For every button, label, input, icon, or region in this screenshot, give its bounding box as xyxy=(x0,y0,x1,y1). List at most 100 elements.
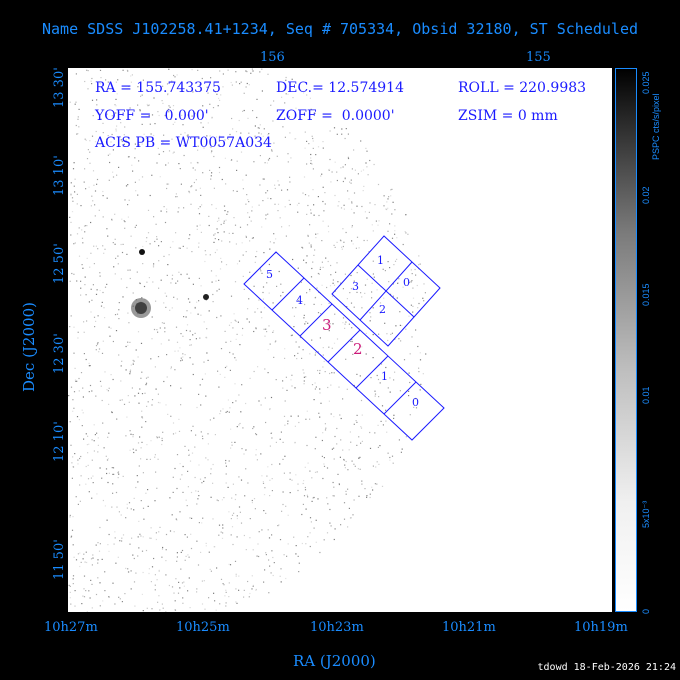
noise-pixel xyxy=(298,562,300,564)
noise-pixel xyxy=(344,323,346,325)
noise-pixel xyxy=(295,553,297,555)
noise-pixel xyxy=(75,559,78,561)
noise-pixel xyxy=(163,255,165,257)
noise-pixel xyxy=(277,180,279,182)
noise-pixel xyxy=(225,264,228,266)
noise-pixel xyxy=(198,495,200,497)
noise-pixel xyxy=(279,575,281,577)
noise-pixel xyxy=(218,217,220,219)
noise-pixel xyxy=(302,482,304,485)
noise-pixel xyxy=(326,532,329,534)
noise-pixel xyxy=(260,133,262,135)
noise-pixel xyxy=(199,224,201,226)
noise-pixel xyxy=(78,255,81,257)
noise-pixel xyxy=(259,155,261,157)
noise-pixel xyxy=(92,475,94,477)
noise-pixel xyxy=(123,403,126,405)
noise-pixel xyxy=(258,299,260,301)
noise-pixel xyxy=(162,607,164,609)
noise-pixel xyxy=(330,264,332,267)
noise-pixel xyxy=(190,186,192,188)
noise-pixel xyxy=(281,226,283,228)
noise-pixel xyxy=(171,586,174,588)
noise-pixel xyxy=(198,242,200,244)
noise-pixel xyxy=(301,513,303,516)
noise-pixel xyxy=(315,154,317,156)
noise-pixel xyxy=(188,577,190,579)
noise-pixel xyxy=(410,304,412,306)
noise-pixel xyxy=(179,587,181,589)
noise-pixel xyxy=(72,399,74,401)
noise-pixel xyxy=(149,194,151,197)
noise-pixel xyxy=(108,432,110,434)
noise-pixel xyxy=(377,378,380,381)
noise-pixel xyxy=(360,399,363,402)
noise-pixel xyxy=(72,200,74,202)
noise-pixel xyxy=(379,302,382,304)
noise-pixel xyxy=(399,324,401,326)
noise-pixel xyxy=(82,396,84,398)
noise-pixel xyxy=(77,463,79,465)
noise-pixel xyxy=(310,521,312,523)
noise-pixel xyxy=(203,321,205,323)
noise-pixel xyxy=(327,260,329,263)
noise-pixel xyxy=(182,465,184,468)
noise-pixel xyxy=(386,333,388,335)
noise-pixel xyxy=(217,500,219,502)
noise-pixel xyxy=(246,82,248,85)
noise-pixel xyxy=(135,224,137,226)
noise-pixel xyxy=(235,71,237,73)
noise-pixel xyxy=(287,161,289,163)
noise-pixel xyxy=(305,418,307,420)
noise-pixel xyxy=(344,177,346,179)
noise-pixel xyxy=(202,126,204,128)
noise-pixel xyxy=(191,517,193,519)
noise-pixel xyxy=(279,539,282,541)
noise-pixel xyxy=(189,357,191,359)
noise-pixel xyxy=(83,181,85,183)
noise-pixel xyxy=(274,184,276,186)
noise-pixel xyxy=(162,151,165,153)
noise-pixel xyxy=(93,440,95,442)
noise-pixel xyxy=(309,545,311,548)
noise-pixel xyxy=(272,556,274,559)
noise-pixel xyxy=(157,458,159,460)
noise-pixel xyxy=(302,192,304,194)
noise-pixel xyxy=(405,328,407,330)
noise-pixel xyxy=(154,240,156,243)
noise-pixel xyxy=(252,70,254,72)
noise-pixel xyxy=(314,112,316,114)
noise-pixel xyxy=(96,178,99,181)
noise-pixel xyxy=(157,331,159,333)
noise-pixel xyxy=(164,331,166,333)
noise-pixel xyxy=(214,251,216,254)
noise-pixel xyxy=(304,323,306,325)
noise-pixel xyxy=(133,497,135,499)
noise-pixel xyxy=(125,139,127,141)
noise-pixel xyxy=(224,210,226,212)
noise-pixel xyxy=(166,211,168,213)
noise-pixel xyxy=(273,233,275,235)
noise-pixel xyxy=(168,584,170,587)
noise-pixel xyxy=(263,510,265,512)
noise-pixel xyxy=(289,325,291,327)
noise-pixel xyxy=(72,456,74,458)
noise-pixel xyxy=(121,399,123,401)
noise-pixel xyxy=(385,208,387,210)
noise-pixel xyxy=(126,286,128,289)
noise-pixel xyxy=(295,545,297,547)
noise-pixel xyxy=(315,541,317,543)
noise-pixel xyxy=(361,480,363,482)
noise-pixel xyxy=(216,220,219,222)
noise-pixel xyxy=(91,459,93,461)
noise-pixel xyxy=(130,81,132,83)
noise-pixel xyxy=(228,324,231,326)
acis-i-array xyxy=(331,235,441,347)
noise-pixel xyxy=(102,216,104,218)
noise-pixel xyxy=(214,238,216,240)
noise-pixel xyxy=(324,192,326,194)
noise-pixel xyxy=(225,605,227,607)
noise-pixel xyxy=(99,467,101,469)
noise-pixel xyxy=(302,349,304,351)
noise-pixel xyxy=(314,382,316,384)
